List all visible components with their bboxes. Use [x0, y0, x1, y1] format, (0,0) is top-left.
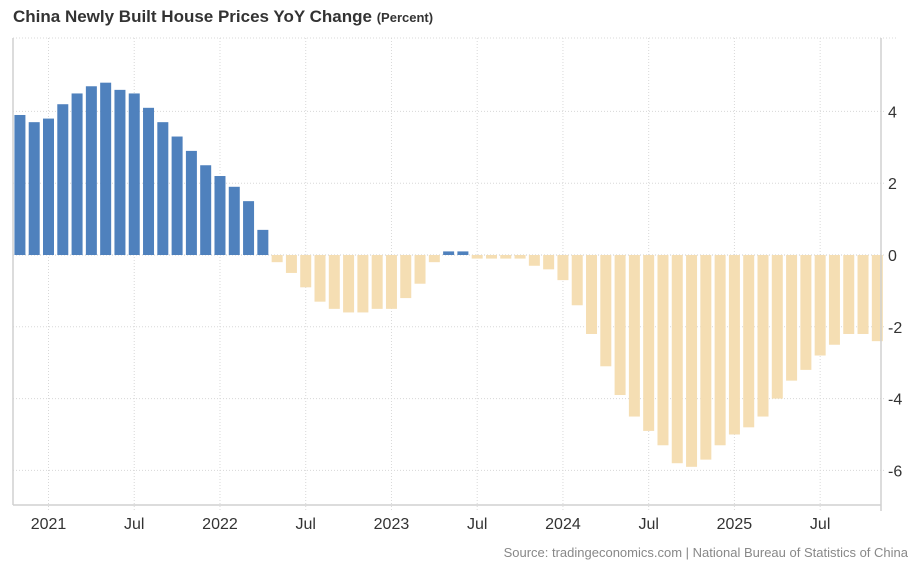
bar-2024-08 — [657, 255, 669, 446]
bar-2024-03 — [586, 255, 598, 334]
x-tick-label: 2025 — [717, 516, 753, 533]
bar-2022-11 — [357, 255, 369, 313]
bar-2021-12 — [200, 165, 212, 255]
bar-2021-10 — [171, 136, 183, 255]
bar-2020-11 — [14, 114, 26, 256]
bar-2025-05 — [786, 255, 798, 381]
bar-2025-01 — [728, 255, 740, 435]
bar-2024-02 — [571, 255, 583, 306]
bar-2022-03 — [243, 201, 255, 255]
chart-title-text: China Newly Built House Prices YoY Chang… — [13, 7, 372, 26]
bars — [14, 82, 883, 467]
bar-2021-02 — [57, 104, 69, 255]
bar-2021-01 — [43, 118, 54, 255]
bar-2025-02 — [743, 255, 755, 428]
y-tick-label: -6 — [888, 463, 902, 480]
bar-2023-01 — [385, 255, 397, 309]
x-tick-label: 2023 — [374, 516, 410, 533]
bar-2025-08 — [828, 255, 840, 345]
chart-unit: (Percent) — [376, 10, 434, 25]
bar-2023-09 — [500, 255, 512, 259]
bar-2025-07 — [814, 255, 826, 356]
bar-2021-07 — [128, 93, 140, 255]
bar-2022-09 — [328, 255, 340, 309]
y-tick-label: 0 — [888, 248, 897, 265]
bar-2024-10 — [686, 255, 698, 467]
x-tick-label: 2021 — [31, 516, 67, 533]
bar-2022-01 — [214, 176, 226, 255]
y-tick-labels: 4 2 0 -2 -4 -6 — [888, 104, 902, 480]
bar-2023-05 — [443, 251, 455, 255]
x-tick-label: 2022 — [202, 516, 238, 533]
bar-2023-07 — [471, 255, 483, 259]
bar-2023-12 — [543, 255, 555, 270]
y-tick-label: -4 — [888, 392, 902, 409]
bar-2024-05 — [614, 255, 626, 396]
bar-2022-07 — [300, 255, 312, 288]
bar-2021-06 — [114, 89, 126, 255]
bar-2024-01 — [557, 255, 569, 281]
bar-2022-04 — [257, 229, 269, 255]
x-tick-label: Jul — [638, 516, 658, 533]
bar-2021-04 — [85, 86, 97, 256]
axes — [12, 38, 882, 511]
bar-2024-12 — [714, 255, 726, 446]
bar-2022-05 — [271, 255, 283, 263]
bar-2025-11 — [871, 255, 883, 342]
x-tick-label: Jul — [124, 516, 144, 533]
bar-2025-03 — [757, 255, 769, 417]
bar-2022-10 — [343, 255, 355, 313]
bar-2024-09 — [671, 255, 683, 464]
bar-2025-06 — [800, 255, 812, 370]
bar-2024-06 — [628, 255, 640, 417]
bar-2023-10 — [514, 255, 526, 259]
bar-2021-08 — [143, 107, 155, 255]
bar-2021-11 — [185, 150, 197, 255]
x-tick-label: Jul — [467, 516, 487, 533]
bar-2025-04 — [771, 255, 783, 399]
bar-2024-11 — [700, 255, 712, 460]
bar-2023-02 — [400, 255, 412, 299]
y-tick-label: 4 — [888, 104, 897, 121]
bar-2022-06 — [285, 255, 297, 273]
bar-2023-04 — [428, 255, 440, 263]
bar-2021-03 — [71, 93, 83, 255]
bar-2022-12 — [371, 255, 383, 309]
x-tick-labels: 2021 Jul 2022 Jul 2023 Jul 2024 Jul 2025 Jul — [31, 516, 831, 533]
bar-2023-03 — [414, 255, 426, 284]
bar-2024-04 — [600, 255, 612, 367]
bar-2025-09 — [843, 255, 855, 334]
source-note: Source: tradingeconomics.com | National … — [503, 545, 908, 560]
y-tick-label: 2 — [888, 176, 897, 193]
x-tick-label: Jul — [810, 516, 830, 533]
bar-2022-02 — [228, 186, 240, 255]
bar-2023-06 — [457, 251, 469, 255]
bar-2024-07 — [643, 255, 655, 431]
bar-2020-12 — [28, 122, 40, 255]
bar-2023-08 — [485, 255, 497, 259]
bar-2025-10 — [857, 255, 869, 334]
x-tick-label: 2024 — [545, 516, 581, 533]
bar-2022-08 — [314, 255, 326, 302]
x-tick-label: Jul — [295, 516, 315, 533]
bar-2023-11 — [528, 255, 540, 266]
y-tick-label: -2 — [888, 320, 902, 337]
bar-2021-09 — [157, 122, 169, 255]
chart-title: China Newly Built House Prices YoY Chang… — [13, 7, 433, 27]
bar-2021-05 — [100, 82, 112, 256]
